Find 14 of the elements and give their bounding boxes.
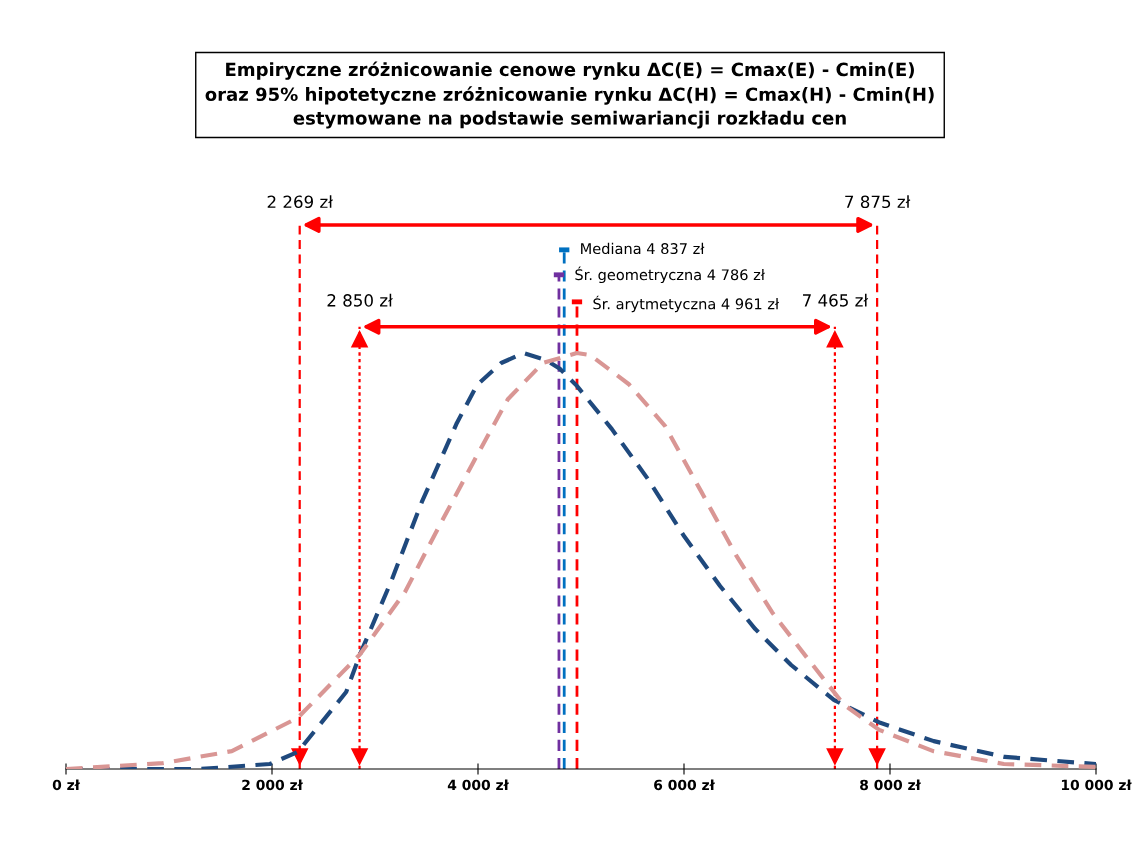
x-tick-label: 4 000 zł <box>447 779 510 791</box>
x-tick-label: 6 000 zł <box>654 779 716 791</box>
ref-line-label: 2 850 zł <box>327 293 393 307</box>
ref-line-label: 7 875 zł <box>845 195 911 209</box>
ref-line-label: 7 465 zł <box>803 293 869 307</box>
chart-title: Empiryczne zróżnicowanie cenowe rynku ΔC(E) = Cmax(E) - Cmin(E) oraz 95% hipotetyczne zróżnicowanie rynku ΔC(H) = Cmax(H) - Cmin(H) estymowane na podstawie semiwariancji rozkładu cen <box>205 61 934 129</box>
ref-line-label: Mediana 4 837 zł <box>581 242 705 255</box>
x-tick-label: 8 000 zł <box>860 779 922 791</box>
x-tick-label: 0 zł <box>52 779 81 791</box>
x-tick-label: 2 000 zł <box>242 779 304 791</box>
ref-line-label: Śr. geometryczna 4 786 zł <box>575 266 765 284</box>
ref-line-label: Śr. arytmetyczna 4 961 zł <box>593 295 780 313</box>
x-tick-label: 10 000 zł <box>1061 779 1132 791</box>
ref-line-label: 2 269 zł <box>267 195 333 209</box>
